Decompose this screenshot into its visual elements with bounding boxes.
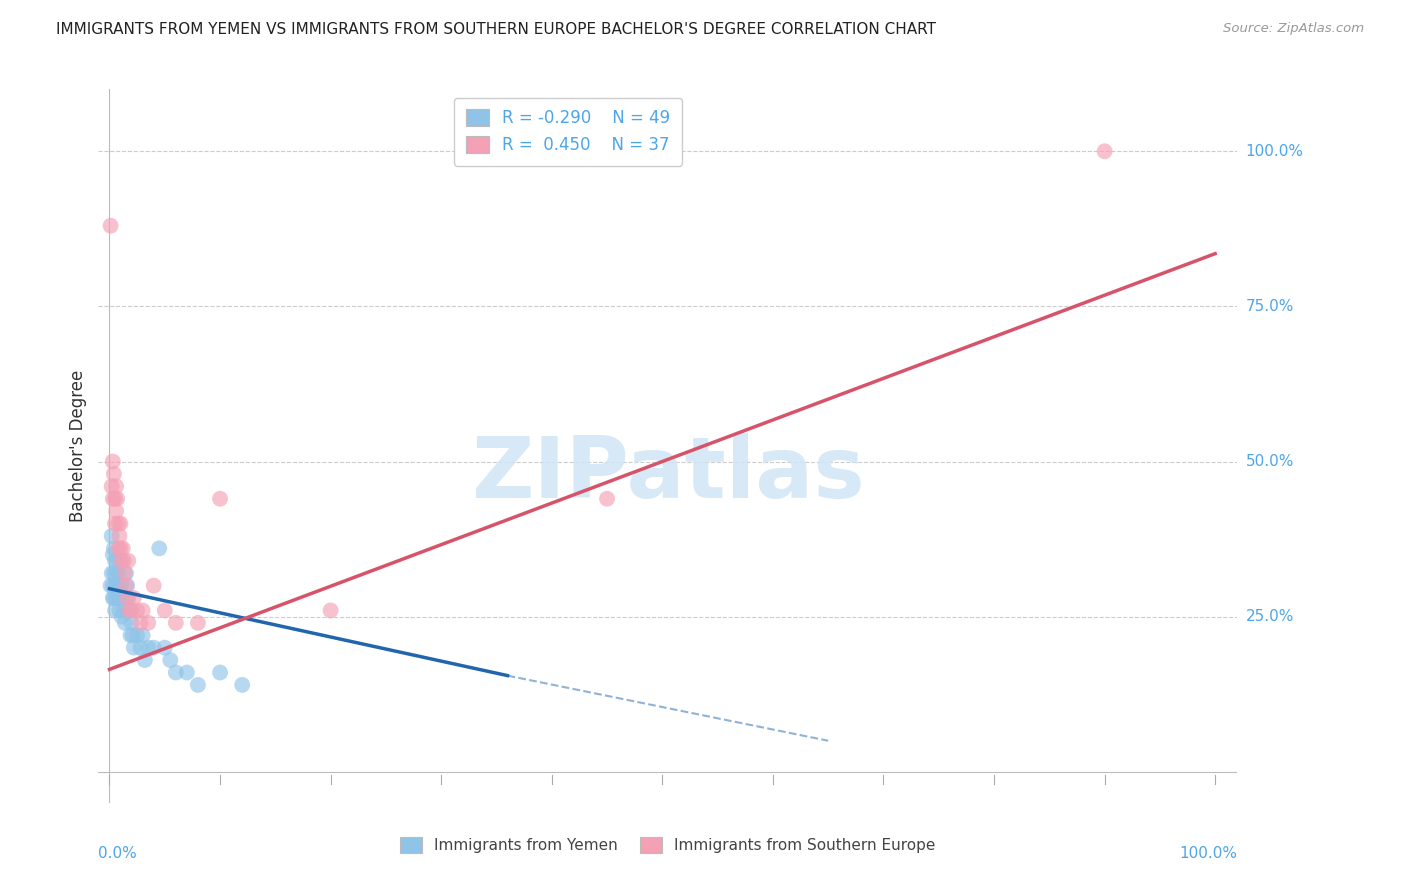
Point <box>104 491 127 506</box>
Point <box>165 615 187 630</box>
Point <box>596 491 619 506</box>
Point <box>105 591 128 605</box>
Point <box>111 541 134 556</box>
Point <box>105 566 128 581</box>
Point <box>115 566 138 581</box>
Point <box>142 579 165 593</box>
Point <box>120 628 142 642</box>
Point <box>108 529 131 543</box>
Point <box>112 554 135 568</box>
Point <box>100 219 122 233</box>
Point <box>153 640 176 655</box>
Point <box>111 591 134 605</box>
Text: 100.0%: 100.0% <box>1180 846 1237 861</box>
Point <box>107 566 129 581</box>
Point <box>122 640 145 655</box>
Point <box>153 603 176 617</box>
Point <box>105 479 128 493</box>
Point <box>105 579 128 593</box>
Point <box>101 548 124 562</box>
Point <box>105 504 128 518</box>
Point <box>319 603 342 617</box>
Point <box>209 491 232 506</box>
Point <box>121 603 143 617</box>
Point <box>103 467 125 481</box>
Point <box>187 615 209 630</box>
Point <box>100 566 122 581</box>
Point <box>115 579 138 593</box>
Point <box>159 653 181 667</box>
Point <box>103 591 125 605</box>
Point <box>104 603 127 617</box>
Text: 50.0%: 50.0% <box>1246 454 1294 469</box>
Point <box>176 665 198 680</box>
Point <box>101 454 124 468</box>
Point <box>104 516 127 531</box>
Point <box>114 615 136 630</box>
Point <box>103 566 125 581</box>
Point <box>108 603 131 617</box>
Point <box>136 615 159 630</box>
Y-axis label: Bachelor's Degree: Bachelor's Degree <box>69 370 87 522</box>
Point <box>105 491 128 506</box>
Point <box>107 541 129 556</box>
Point <box>134 653 156 667</box>
Point <box>117 554 139 568</box>
Point <box>142 640 165 655</box>
Point <box>187 678 209 692</box>
Point <box>100 579 122 593</box>
Point <box>131 603 153 617</box>
Legend: Immigrants from Yemen, Immigrants from Southern Europe: Immigrants from Yemen, Immigrants from S… <box>394 831 942 859</box>
Text: 0.0%: 0.0% <box>98 846 138 861</box>
Point <box>114 566 136 581</box>
Point <box>118 603 141 617</box>
Point <box>110 541 132 556</box>
Point <box>100 529 122 543</box>
Point <box>100 479 122 493</box>
Point <box>165 665 187 680</box>
Point <box>129 615 152 630</box>
Point <box>110 591 132 605</box>
Point <box>108 579 131 593</box>
Point <box>104 579 127 593</box>
Text: Source: ZipAtlas.com: Source: ZipAtlas.com <box>1223 22 1364 36</box>
Point <box>107 591 129 605</box>
Point <box>122 591 145 605</box>
Point <box>127 603 149 617</box>
Point <box>127 628 149 642</box>
Point <box>111 554 134 568</box>
Point <box>129 640 152 655</box>
Text: 100.0%: 100.0% <box>1246 144 1303 159</box>
Text: ZIPatlas: ZIPatlas <box>471 433 865 516</box>
Point <box>121 628 143 642</box>
Text: 25.0%: 25.0% <box>1246 609 1294 624</box>
Point <box>148 541 170 556</box>
Point <box>112 603 135 617</box>
Point <box>118 603 141 617</box>
Point <box>136 640 159 655</box>
Point <box>104 554 127 568</box>
Point <box>111 579 134 593</box>
Point <box>209 665 232 680</box>
Text: 75.0%: 75.0% <box>1246 299 1294 314</box>
Point <box>117 591 139 605</box>
Point <box>110 554 132 568</box>
Point <box>101 591 124 605</box>
Point <box>110 516 132 531</box>
Point <box>107 516 129 531</box>
Point <box>1094 145 1116 159</box>
Point <box>121 615 143 630</box>
Point <box>101 491 124 506</box>
Point <box>115 591 138 605</box>
Point <box>101 579 124 593</box>
Text: IMMIGRANTS FROM YEMEN VS IMMIGRANTS FROM SOUTHERN EUROPE BACHELOR'S DEGREE CORRE: IMMIGRANTS FROM YEMEN VS IMMIGRANTS FROM… <box>56 22 936 37</box>
Point <box>131 628 153 642</box>
Point <box>105 554 128 568</box>
Point <box>111 609 134 624</box>
Point <box>103 541 125 556</box>
Point <box>115 579 138 593</box>
Point <box>231 678 253 692</box>
